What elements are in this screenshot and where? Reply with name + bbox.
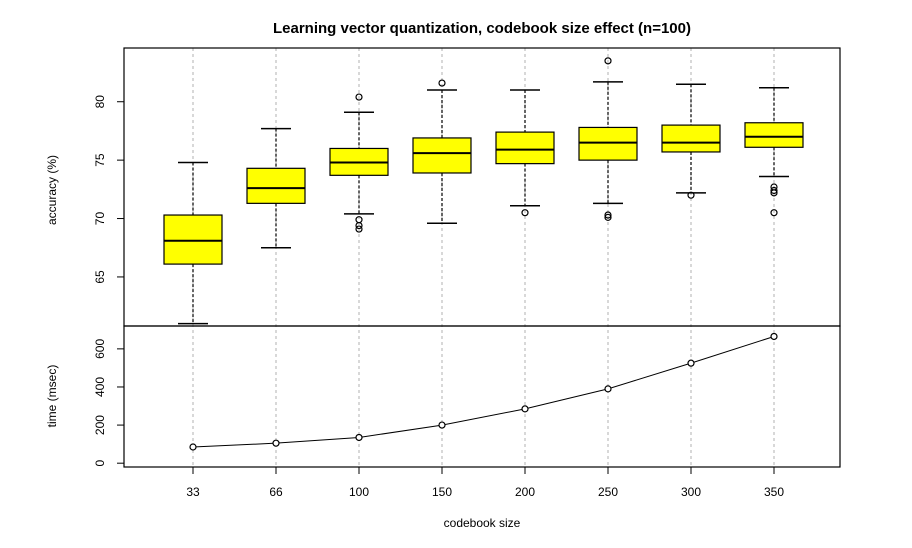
box-250 [578,57,638,221]
grid-lines [192,48,775,467]
outlier-point [687,191,695,199]
top-y-tick-label: 75 [93,153,107,167]
x-tick-label-66: 66 [269,485,283,499]
bottom-y-axis-label: time (msec) [45,365,59,428]
iqr-box [744,122,804,148]
iqr-box [163,214,223,265]
plot-frame [123,47,841,468]
outlier-point [355,225,363,233]
x-tick-label-33: 33 [186,485,200,499]
outlier-point [604,57,612,65]
box-33 [163,161,223,325]
iqr-box [578,126,638,161]
time-point-350 [770,332,778,341]
iqr-box [246,167,306,204]
top-y-tick-label: 80 [93,95,107,109]
outlier-point [770,186,778,195]
bottom-y-tick-label: 0 [93,460,107,467]
time-point-33 [189,443,197,451]
bottom-y-tick-label: 200 [93,415,107,435]
x-tick-label-100: 100 [349,485,369,499]
box-200 [495,89,555,217]
box-150 [412,79,472,224]
box-300 [661,83,721,199]
time-panel [189,332,778,451]
bottom-y-tick-label: 600 [93,339,107,359]
outlier-point [355,221,363,230]
top-y-tick-label: 65 [93,270,107,284]
top-y-tick-label: 70 [93,212,107,226]
time-point-200 [521,405,529,413]
time-series-line [192,336,775,448]
x-axis-label: codebook size [444,516,521,530]
x-tick-label-250: 250 [598,485,618,499]
bottom-y-tick-label: 400 [93,377,107,397]
outlier-point [770,209,778,217]
boxplot-panel [163,57,804,325]
box-66 [246,127,306,249]
iqr-box [661,124,721,153]
outlier-point [604,211,612,219]
iqr-box [495,131,555,165]
time-point-66 [272,439,280,447]
time-point-300 [687,359,695,367]
outlier-point [438,79,446,87]
outlier-point [355,93,363,101]
x-tick-label-300: 300 [681,485,701,499]
time-point-100 [355,433,363,442]
iqr-box [412,137,472,174]
top-panel-frame [123,47,841,327]
outlier-point [604,213,612,221]
box-350 [744,86,804,217]
chart-title: Learning vector quantization, codebook s… [273,20,691,37]
axes: 65 70 75 80 0 200 400 600 33 66 100 150 200 250 300 350 [93,95,784,499]
time-point-250 [604,385,612,393]
outlier-point [770,189,778,197]
top-y-axis-label: accuracy (%) [45,155,59,225]
time-point-150 [438,421,446,429]
bottom-panel-frame [123,325,841,468]
x-tick-label-200: 200 [515,485,535,499]
outlier-point [521,209,529,217]
box-100 [329,93,389,233]
x-tick-label-350: 350 [764,485,784,499]
x-tick-label-150: 150 [432,485,452,499]
